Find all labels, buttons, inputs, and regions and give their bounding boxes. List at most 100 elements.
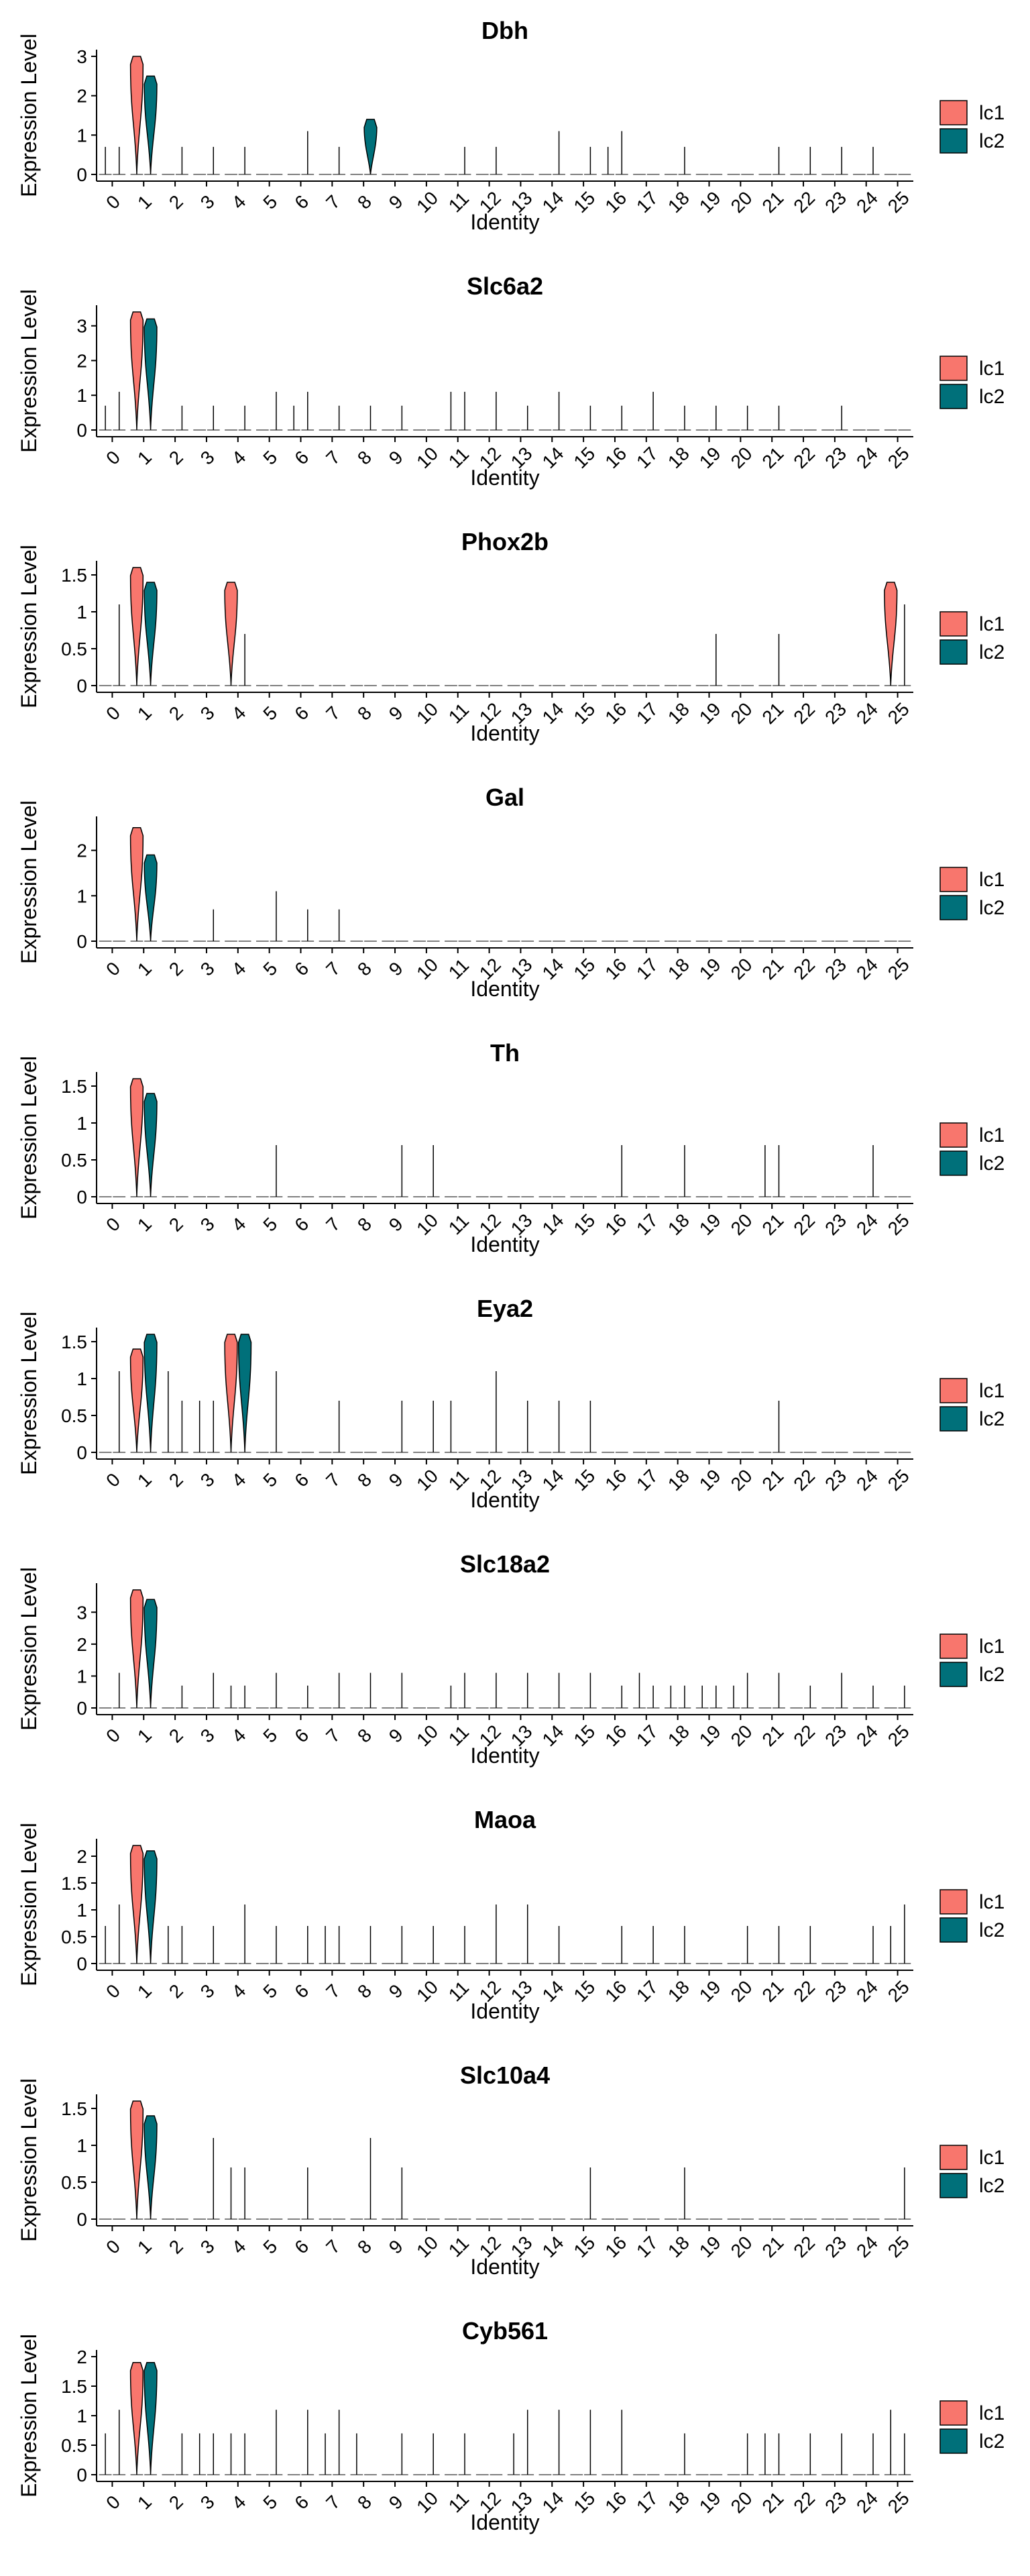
- legend-swatch-lc2: [939, 1662, 968, 1687]
- x-tick-label: 19: [695, 443, 725, 472]
- x-tick-label: 14: [538, 1721, 568, 1750]
- y-tick-label: 1: [76, 2135, 87, 2156]
- violin-lc2-1: [144, 582, 158, 686]
- y-tick-label: 0.5: [61, 1150, 87, 1171]
- y-tick-label: 1.5: [61, 2376, 87, 2397]
- legend-label-lc2: lc2: [979, 897, 1005, 919]
- legend-label-lc1: lc1: [979, 1380, 1005, 1402]
- x-tick-label: 6: [290, 1214, 312, 1236]
- legend-swatch-lc2: [939, 1150, 968, 1176]
- x-tick-label: 16: [601, 2232, 630, 2261]
- y-axis-label: Expression Level: [17, 1311, 41, 1475]
- x-tick-label: 5: [259, 702, 281, 724]
- x-tick-label: 0: [102, 447, 124, 469]
- violin-lc2-1: [144, 2115, 158, 2220]
- x-tick-label: 7: [322, 1980, 344, 2002]
- y-tick-label: 2: [76, 86, 87, 107]
- y-axis-label: Expression Level: [17, 800, 41, 964]
- legend-label-lc1: lc1: [979, 358, 1005, 380]
- x-tick-label: 9: [385, 1214, 407, 1236]
- legend-swatch-lc1: [939, 100, 968, 125]
- x-tick-label: 20: [727, 698, 756, 728]
- x-tick-label: 21: [758, 698, 787, 728]
- x-tick-label: 22: [789, 2232, 819, 2261]
- violin-lc1-1: [129, 1078, 144, 1197]
- x-tick-label: 2: [165, 1980, 187, 2002]
- x-axis-label: Identity: [470, 977, 539, 1001]
- violin-lc1-1: [129, 827, 144, 942]
- x-tick-label: 4: [228, 1725, 250, 1747]
- x-tick-label: 10: [412, 954, 442, 983]
- x-tick-label: 16: [601, 698, 630, 728]
- x-tick-label: 15: [569, 187, 599, 217]
- x-tick-label: 15: [569, 698, 599, 728]
- x-tick-label: 14: [538, 1976, 568, 2006]
- x-tick-label: 25: [884, 954, 913, 983]
- y-tick-label: 1: [76, 2406, 87, 2426]
- y-tick-label: 2: [76, 1846, 87, 1867]
- x-tick-label: 20: [727, 1976, 756, 2006]
- legend-swatch-lc2: [939, 384, 968, 409]
- x-tick-label: 14: [538, 2487, 568, 2517]
- x-tick-label: 1: [133, 1469, 156, 1491]
- violin-lc1-1: [129, 1348, 144, 1453]
- x-tick-label: 21: [758, 1465, 787, 1495]
- x-tick-label: 25: [884, 2487, 913, 2517]
- x-tick-label: 4: [228, 1469, 250, 1491]
- x-tick-label: 21: [758, 1721, 787, 1750]
- x-tick-label: 21: [758, 954, 787, 983]
- x-tick-label: 24: [852, 443, 882, 472]
- x-tick-label: 14: [538, 698, 568, 728]
- x-tick-label: 24: [852, 954, 882, 983]
- x-axis-label: Identity: [470, 1999, 539, 2023]
- legend-swatch-lc2: [939, 1406, 968, 1432]
- x-tick-label: 7: [322, 1214, 344, 1236]
- x-tick-label: 1: [133, 1725, 156, 1747]
- y-axis-label: Expression Level: [17, 2334, 41, 2498]
- x-tick-label: 4: [228, 191, 250, 213]
- legend-label-lc1: lc1: [979, 2147, 1005, 2169]
- x-tick-label: 8: [353, 2236, 376, 2258]
- legend-swatch-lc1: [939, 1122, 968, 1148]
- violin-lc2-1: [144, 854, 158, 942]
- x-tick-label: 25: [884, 698, 913, 728]
- x-tick-label: 3: [196, 2236, 219, 2258]
- x-tick-label: 8: [353, 191, 376, 213]
- x-tick-label: 11: [445, 1210, 473, 1238]
- violin-lc1-4: [224, 1334, 238, 1453]
- x-tick-label: 3: [196, 1214, 219, 1236]
- x-tick-label: 11: [445, 2233, 473, 2261]
- x-tick-label: 9: [385, 702, 407, 724]
- x-tick-label: 20: [727, 187, 756, 217]
- legend-label-lc2: lc2: [979, 130, 1005, 152]
- x-tick-label: 4: [228, 702, 250, 724]
- x-tick-label: 9: [385, 1469, 407, 1491]
- x-tick-label: 21: [758, 443, 787, 472]
- x-tick-label: 9: [385, 191, 407, 213]
- legend-label-lc2: lc2: [979, 2175, 1005, 2197]
- x-tick-label: 20: [727, 1210, 756, 1239]
- legend-swatch-lc2: [939, 2428, 968, 2454]
- x-tick-label: 3: [196, 2491, 219, 2514]
- x-tick-label: 6: [290, 2236, 312, 2258]
- x-tick-label: 4: [228, 1214, 250, 1236]
- legend-swatch-lc1: [939, 356, 968, 381]
- x-tick-label: 0: [102, 1980, 124, 2002]
- x-tick-label: 0: [102, 1725, 124, 1747]
- x-tick-label: 4: [228, 958, 250, 980]
- x-tick-label: 0: [102, 1469, 124, 1491]
- legend-label-lc1: lc1: [979, 1124, 1005, 1146]
- x-tick-label: 20: [727, 2232, 756, 2261]
- chart-title: Gal: [485, 784, 524, 811]
- y-axis-label: Expression Level: [17, 545, 41, 708]
- x-tick-label: 19: [695, 187, 725, 217]
- x-tick-label: 19: [695, 954, 725, 983]
- x-tick-label: 23: [821, 2232, 850, 2261]
- x-tick-label: 22: [789, 1721, 819, 1750]
- violin-lc1-1: [129, 567, 144, 686]
- x-tick-label: 24: [852, 1976, 882, 2006]
- x-tick-label: 21: [758, 2487, 787, 2517]
